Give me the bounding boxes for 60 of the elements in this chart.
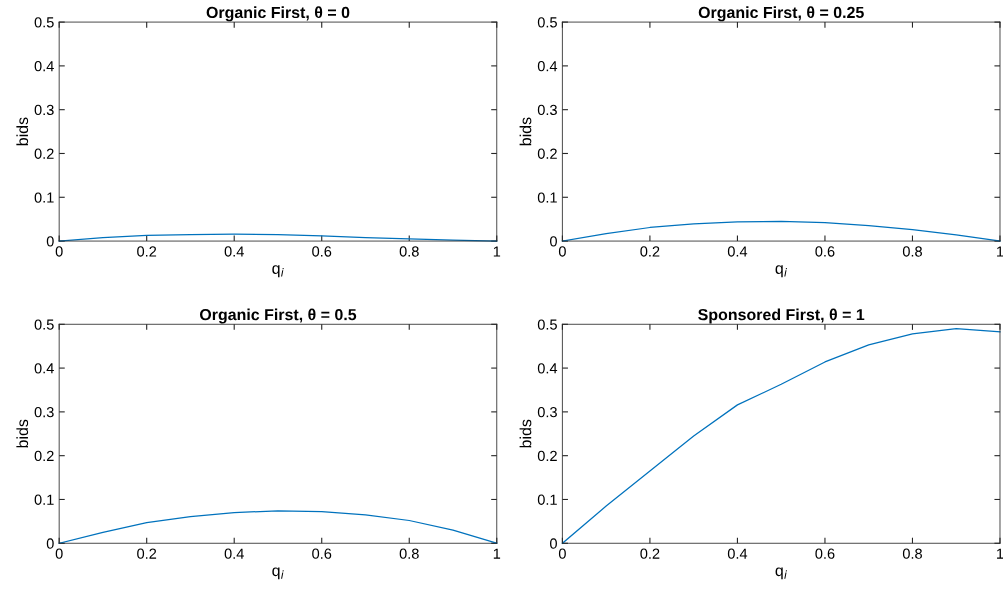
y-axis-title: bids (16, 419, 29, 448)
x-tick-label: 0 (558, 246, 566, 257)
chart-title: Organic First, θ = 0.25 (698, 6, 864, 22)
y-tick-label: 0.4 (537, 363, 558, 374)
x-tick-label: 0 (55, 246, 63, 257)
y-tick-label: 0.1 (34, 192, 54, 203)
y-axis-title: bids (519, 117, 532, 146)
y-tick-label: 0 (550, 236, 557, 247)
chart-title: Organic First, θ = 0 (206, 6, 350, 22)
x-tick-label: 0.2 (640, 246, 660, 257)
y-tick-label: 0.1 (537, 494, 557, 505)
x-tick-label: 0.4 (727, 548, 748, 559)
y-tick-label: 0.5 (537, 17, 557, 28)
x-tick-label: 0.2 (137, 548, 157, 559)
x-tick-label: 0.4 (224, 246, 244, 257)
y-tick-label: 0.3 (537, 406, 557, 418)
x-tick-label: 0.2 (137, 246, 157, 257)
x-tick-label: 1 (997, 548, 1003, 559)
y-tick-label: 0.1 (537, 192, 557, 203)
y-tick-label: 0.1 (34, 494, 54, 505)
y-axis-title: bids (16, 117, 29, 146)
x-tick-label: 0 (55, 548, 63, 559)
x-tick-label: 0.6 (815, 246, 835, 257)
x-tick-label: 0.4 (224, 548, 244, 559)
x-tick-label: 0.2 (640, 548, 660, 559)
x-axis-title: q$_{i}$ (272, 567, 284, 580)
x-tick-label: 0 (558, 548, 566, 559)
x-axis-title: q$_{i}$ (272, 265, 284, 278)
x-tick-label: 1 (997, 246, 1003, 257)
x-tick-label: 1 (493, 246, 501, 257)
y-tick-label: 0 (46, 538, 54, 549)
y-tick-label: 0.4 (537, 60, 558, 72)
x-tick-label: 0.8 (399, 548, 419, 559)
x-axis-title: q$_{i}$ (775, 265, 787, 278)
x-tick-label: 0.6 (312, 246, 332, 257)
y-tick-label: 0.2 (537, 148, 557, 159)
y-tick-label: 0.2 (34, 148, 54, 159)
x-tick-label: 0.8 (902, 548, 922, 559)
x-axis-title: q$_{i}$ (775, 567, 787, 580)
y-tick-label: 0.5 (34, 319, 54, 330)
y-tick-label: 0.3 (34, 406, 54, 418)
chart-title: Sponsored First, θ = 1 (698, 308, 865, 324)
y-tick-label: 0 (46, 236, 54, 247)
chart-title: Organic First, θ = 0.5 (199, 308, 357, 324)
x-tick-label: 0.8 (399, 246, 419, 257)
y-tick-label: 0.4 (34, 60, 54, 72)
y-tick-label: 0.2 (537, 450, 557, 462)
y-tick-label: 0 (550, 538, 557, 549)
x-tick-label: 0.6 (312, 548, 332, 559)
x-tick-label: 0.4 (727, 246, 748, 257)
y-tick-label: 0.5 (34, 17, 54, 28)
x-tick-label: 0.8 (902, 246, 922, 257)
y-tick-label: 0.3 (34, 104, 54, 116)
y-tick-label: 0.4 (34, 363, 54, 374)
x-tick-label: 0.6 (815, 548, 835, 559)
y-axis-title: bids (519, 419, 532, 448)
y-tick-label: 0.2 (34, 450, 54, 462)
y-tick-label: 0.5 (537, 319, 557, 330)
x-tick-label: 1 (493, 548, 501, 559)
y-tick-label: 0.3 (537, 104, 557, 116)
